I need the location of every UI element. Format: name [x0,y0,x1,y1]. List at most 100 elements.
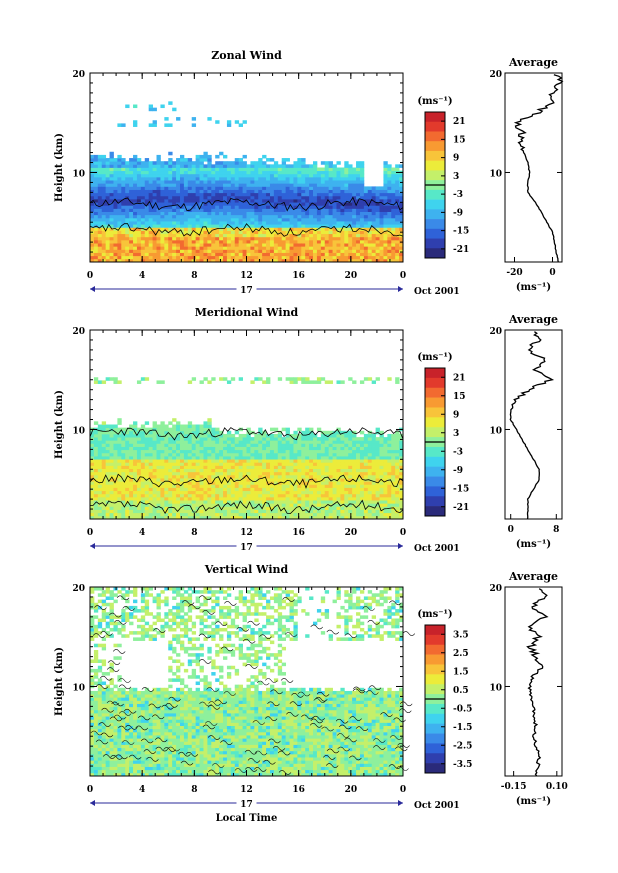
heatmap-cell [90,506,95,510]
heatmap-cell [367,211,373,216]
heatmap-cell [230,161,236,165]
heatmap-cell [125,471,130,476]
heatmap-cell [226,233,232,238]
heatmap-cell [316,468,322,473]
heatmap-cell [125,224,130,228]
heatmap-cell [183,468,189,473]
heatmap-cell [262,506,267,510]
heatmap-cell [211,481,216,485]
heatmap-cell [136,246,142,250]
heatmap-cell [97,173,103,178]
heatmap-cell [356,180,361,184]
heatmap-cell [93,380,99,384]
heatmap-cell [160,167,165,172]
heatmap-cell [168,474,173,479]
heatmap-cell [293,446,298,451]
heatmap-cell [383,490,388,495]
heatmap-cell [152,224,157,228]
heatmap-cell [273,452,279,457]
heatmap-cell [328,239,333,244]
heatmap-cell [191,481,197,485]
heatmap-cell [219,214,224,219]
heatmap-cell [254,233,259,238]
heatmap-cell [250,202,255,206]
heatmap-cell [160,249,165,253]
heatmap-cell [305,189,310,194]
heatmap-cell [93,443,99,447]
heatmap-cell [367,452,373,457]
heatmap-cell [238,180,243,184]
heatmap-cell [344,239,349,244]
heatmap-cell [301,221,306,225]
heatmap-cell [359,173,365,178]
heatmap-cell [246,249,251,253]
heatmap-cell [375,189,380,194]
heatmap-cell [97,506,103,510]
heatmap-cell [179,430,185,435]
heatmap-cell [332,456,337,460]
heatmap-cell [242,180,247,184]
heatmap-cell [391,167,396,172]
heatmap-cell [375,478,380,482]
heatmap-cell [336,239,341,244]
heatmap-cell [269,452,275,457]
heatmap-cell [199,456,204,460]
heatmap-cell [375,192,380,197]
heatmap-cell [336,440,341,444]
heatmap-cell [105,462,110,466]
heatmap-cell [324,440,330,444]
heatmap-cell [254,205,259,209]
heatmap-cell [93,214,99,219]
heatmap-cell [348,506,353,510]
heatmap-cell [316,427,322,432]
heatmap-cell [113,255,118,260]
heatmap-cell [183,243,189,247]
heatmap-cell [246,255,251,260]
heatmap-cell [316,380,322,384]
heatmap-cell [144,509,150,514]
heatmap-cell [281,490,287,495]
heatmap-cell [109,167,114,172]
heatmap-cell [379,443,384,447]
heatmap-cell [242,154,247,159]
heatmap-cell [332,509,337,514]
heatmap-cell [117,459,122,463]
heatmap-cell [277,192,283,197]
heatmap-cell [129,459,134,463]
heatmap-cell [328,456,333,460]
heatmap-cell [187,427,193,432]
heatmap-cell [238,481,243,485]
heatmap-cell [109,170,114,175]
heatmap-cell [332,195,337,200]
heatmap-cell [359,496,365,501]
heatmap-cell [238,443,243,447]
heatmap-cell [383,192,388,197]
heatmap-cell [105,252,110,257]
heatmap-cell [179,239,185,244]
heatmap-cell [324,456,330,460]
heatmap-cell [395,236,400,241]
heatmap-cell [269,208,275,212]
heatmap-cell [172,252,177,257]
heatmap-cell [269,243,275,247]
colorbar-swatch [425,219,445,230]
heatmap-cell [226,490,232,495]
heatmap-cell [105,449,110,454]
heatmap-cell [309,465,314,469]
heatmap-cell [293,380,298,384]
heatmap-cell [168,433,173,438]
heatmap-cell [187,471,193,476]
heatmap-cell [336,170,341,175]
heatmap-cell [277,211,283,216]
heatmap-cell [203,189,208,194]
heatmap-cell [273,202,279,206]
heatmap-cell [273,186,279,190]
heatmap-cell [199,183,204,187]
heatmap-cell [309,512,314,517]
heatmap-cell [234,449,240,454]
heatmap-cell [348,437,353,441]
heatmap-cell [332,487,337,492]
heatmap-cell [399,205,404,209]
heatmap-cell [266,230,271,235]
heatmap-cell [316,490,322,495]
